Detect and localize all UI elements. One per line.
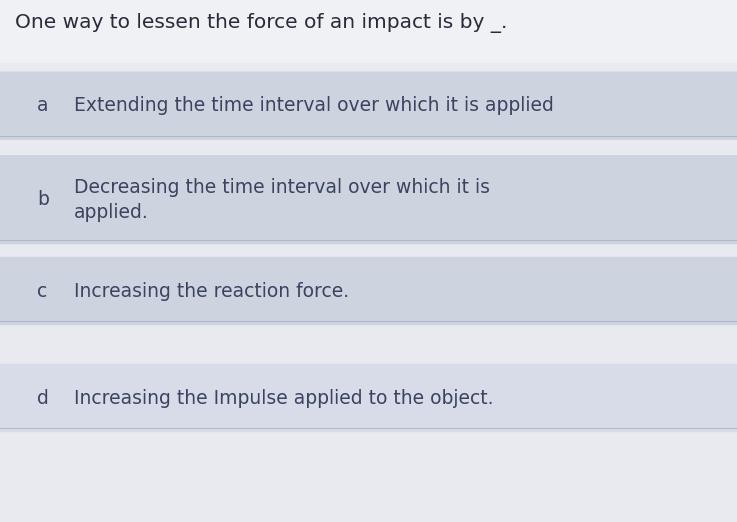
Text: Decreasing the time interval over which it is: Decreasing the time interval over which … (74, 177, 489, 197)
Text: Extending the time interval over which it is applied: Extending the time interval over which i… (74, 96, 553, 115)
FancyBboxPatch shape (0, 72, 737, 140)
Text: a: a (37, 96, 49, 115)
Text: Increasing the Impulse applied to the object.: Increasing the Impulse applied to the ob… (74, 388, 493, 408)
FancyBboxPatch shape (0, 257, 737, 325)
FancyBboxPatch shape (0, 155, 737, 244)
FancyBboxPatch shape (0, 364, 737, 432)
Text: d: d (37, 388, 49, 408)
Text: Increasing the reaction force.: Increasing the reaction force. (74, 281, 349, 301)
Text: b: b (37, 190, 49, 209)
FancyBboxPatch shape (0, 0, 737, 63)
Text: c: c (37, 281, 47, 301)
Text: One way to lessen the force of an impact is by _.: One way to lessen the force of an impact… (15, 13, 507, 33)
Text: applied.: applied. (74, 203, 148, 222)
